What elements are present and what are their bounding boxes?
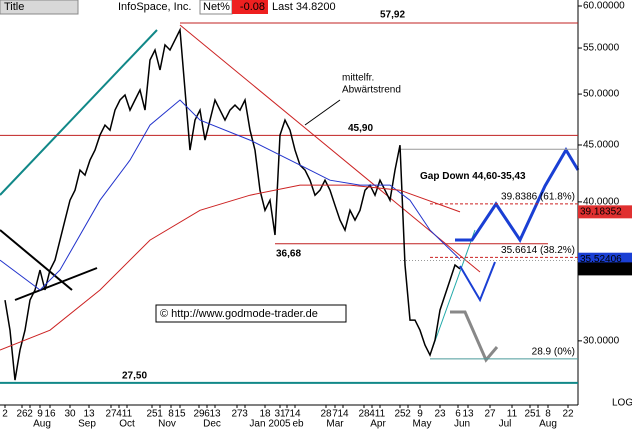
fib-label: 39.8386 (61.8%): [501, 191, 575, 202]
level-label: 57,92: [380, 10, 405, 21]
uptrend-line: [0, 29, 158, 196]
month-label: Dec: [203, 419, 221, 430]
x-tick-label: 13: [209, 409, 221, 420]
price-tag: [578, 262, 632, 276]
x-tick-label: 2: [2, 409, 8, 420]
x-tick-label: 8: [168, 409, 174, 420]
x-tick-label: 11: [375, 409, 386, 420]
last-value: Last 34.8200: [272, 1, 336, 13]
support-line: [429, 229, 476, 356]
title-box: [0, 0, 79, 15]
annotation: Abwärtstrend: [342, 85, 401, 96]
x-tick-label: 16: [44, 409, 56, 420]
price-tag-label: 39.18352: [580, 206, 622, 217]
x-tick-label: 14: [289, 409, 301, 420]
y-tick-label: 40.0000: [583, 197, 620, 208]
symbol: InfoSpace, Inc.: [118, 1, 191, 13]
month-label: eb: [292, 419, 304, 430]
price-tag-label: 34.8200: [580, 264, 617, 275]
level-label: 36,68: [276, 248, 301, 259]
x-tick-label: 18: [259, 409, 271, 420]
month-label: Sep: [78, 419, 96, 430]
x-tick-label: 25: [394, 409, 406, 420]
x-tick-label: 9: [37, 409, 43, 420]
x-tick-label: 15: [174, 409, 186, 420]
x-tick-label: 25: [524, 409, 536, 420]
x-tick-label: 31: [274, 409, 286, 420]
net-value: -0.08: [240, 1, 265, 13]
x-tick-label: 13: [83, 409, 95, 420]
y-tick-label: 50.0000: [583, 89, 620, 100]
x-tick-label: 1: [535, 409, 541, 420]
month-label: Jul: [499, 419, 512, 430]
fib-label: 28.9 (0%): [532, 347, 575, 358]
y-tick-label: 60.00000: [583, 1, 625, 12]
copyright-box: [155, 304, 347, 323]
title-label: Title: [4, 1, 24, 13]
annotation: mittelfr.: [342, 73, 374, 84]
month-label: Oct: [119, 419, 135, 430]
x-tick-label: 27: [105, 409, 117, 420]
scale-label: LOG: [612, 398, 632, 409]
projection-alt: [459, 261, 496, 303]
downtrend-line: [179, 24, 481, 273]
x-tick-label: 23: [434, 409, 446, 420]
x-tick-label: 6: [204, 409, 210, 420]
y-tick-label: 55.0000: [583, 43, 620, 54]
x-tick-label: 30: [64, 409, 76, 420]
net-value-box: [232, 0, 268, 14]
x-tick-label: 1: [157, 409, 163, 420]
month-label: Aug: [33, 419, 51, 430]
projection-up: [455, 147, 580, 244]
x-tick-label: 27: [231, 409, 243, 420]
x-tick-label: 7: [332, 409, 338, 420]
x-tick-label: 2: [405, 409, 411, 420]
x-tick-label: 26: [16, 409, 28, 420]
y-tick-label: 45.0000: [583, 140, 620, 151]
x-tick-label: 13: [462, 409, 474, 420]
x-tick-label: 14: [337, 409, 349, 420]
x-tick-label: 27: [484, 409, 496, 420]
gap-label: Gap Down 44,60-35,43: [420, 171, 526, 182]
x-tick-label: 6: [455, 409, 461, 420]
x-tick-label: 2: [27, 409, 33, 420]
x-tick-label: 8: [545, 409, 551, 420]
x-tick-label: 28: [358, 409, 370, 420]
month-label: Apr: [370, 419, 386, 430]
x-tick-label: 4: [116, 409, 122, 420]
series-line: [4, 27, 461, 381]
series-line: [0, 184, 461, 351]
month-label: Jan 2005: [249, 419, 291, 430]
level-label: 27,50: [122, 371, 147, 382]
fib-label: 35.6614 (38.2%): [501, 245, 575, 256]
x-tick-label: 11: [122, 409, 133, 420]
x-tick-label: 4: [369, 409, 375, 420]
x-tick-label: 11: [507, 409, 518, 420]
month-label: Aug: [539, 419, 557, 430]
y-tick-label: 30.0000: [583, 335, 620, 346]
month-label: May: [413, 419, 432, 430]
price-tag: [578, 205, 632, 219]
x-tick-label: 9: [417, 409, 423, 420]
projection-down: [450, 310, 499, 363]
trend-line: [0, 229, 73, 291]
copyright: © http://www.godmode-trader.de: [160, 308, 318, 320]
annotation-pointer: [304, 99, 341, 126]
x-tick-label: 3: [242, 409, 248, 420]
x-tick-label: 22: [562, 409, 574, 420]
month-label: Jun: [454, 419, 470, 430]
x-tick-label: 7: [284, 409, 290, 420]
x-tick-label: 29: [193, 409, 205, 420]
price-tag-label: 35.52406: [580, 254, 622, 265]
month-label: Mar: [326, 419, 344, 430]
trend-line: [14, 267, 98, 301]
month-label: Nov: [158, 419, 176, 430]
net-label: Net%: [203, 1, 230, 13]
level-label: 45,90: [348, 123, 373, 134]
x-tick-label: 25: [146, 409, 158, 420]
x-tick-label: 28: [320, 409, 332, 420]
